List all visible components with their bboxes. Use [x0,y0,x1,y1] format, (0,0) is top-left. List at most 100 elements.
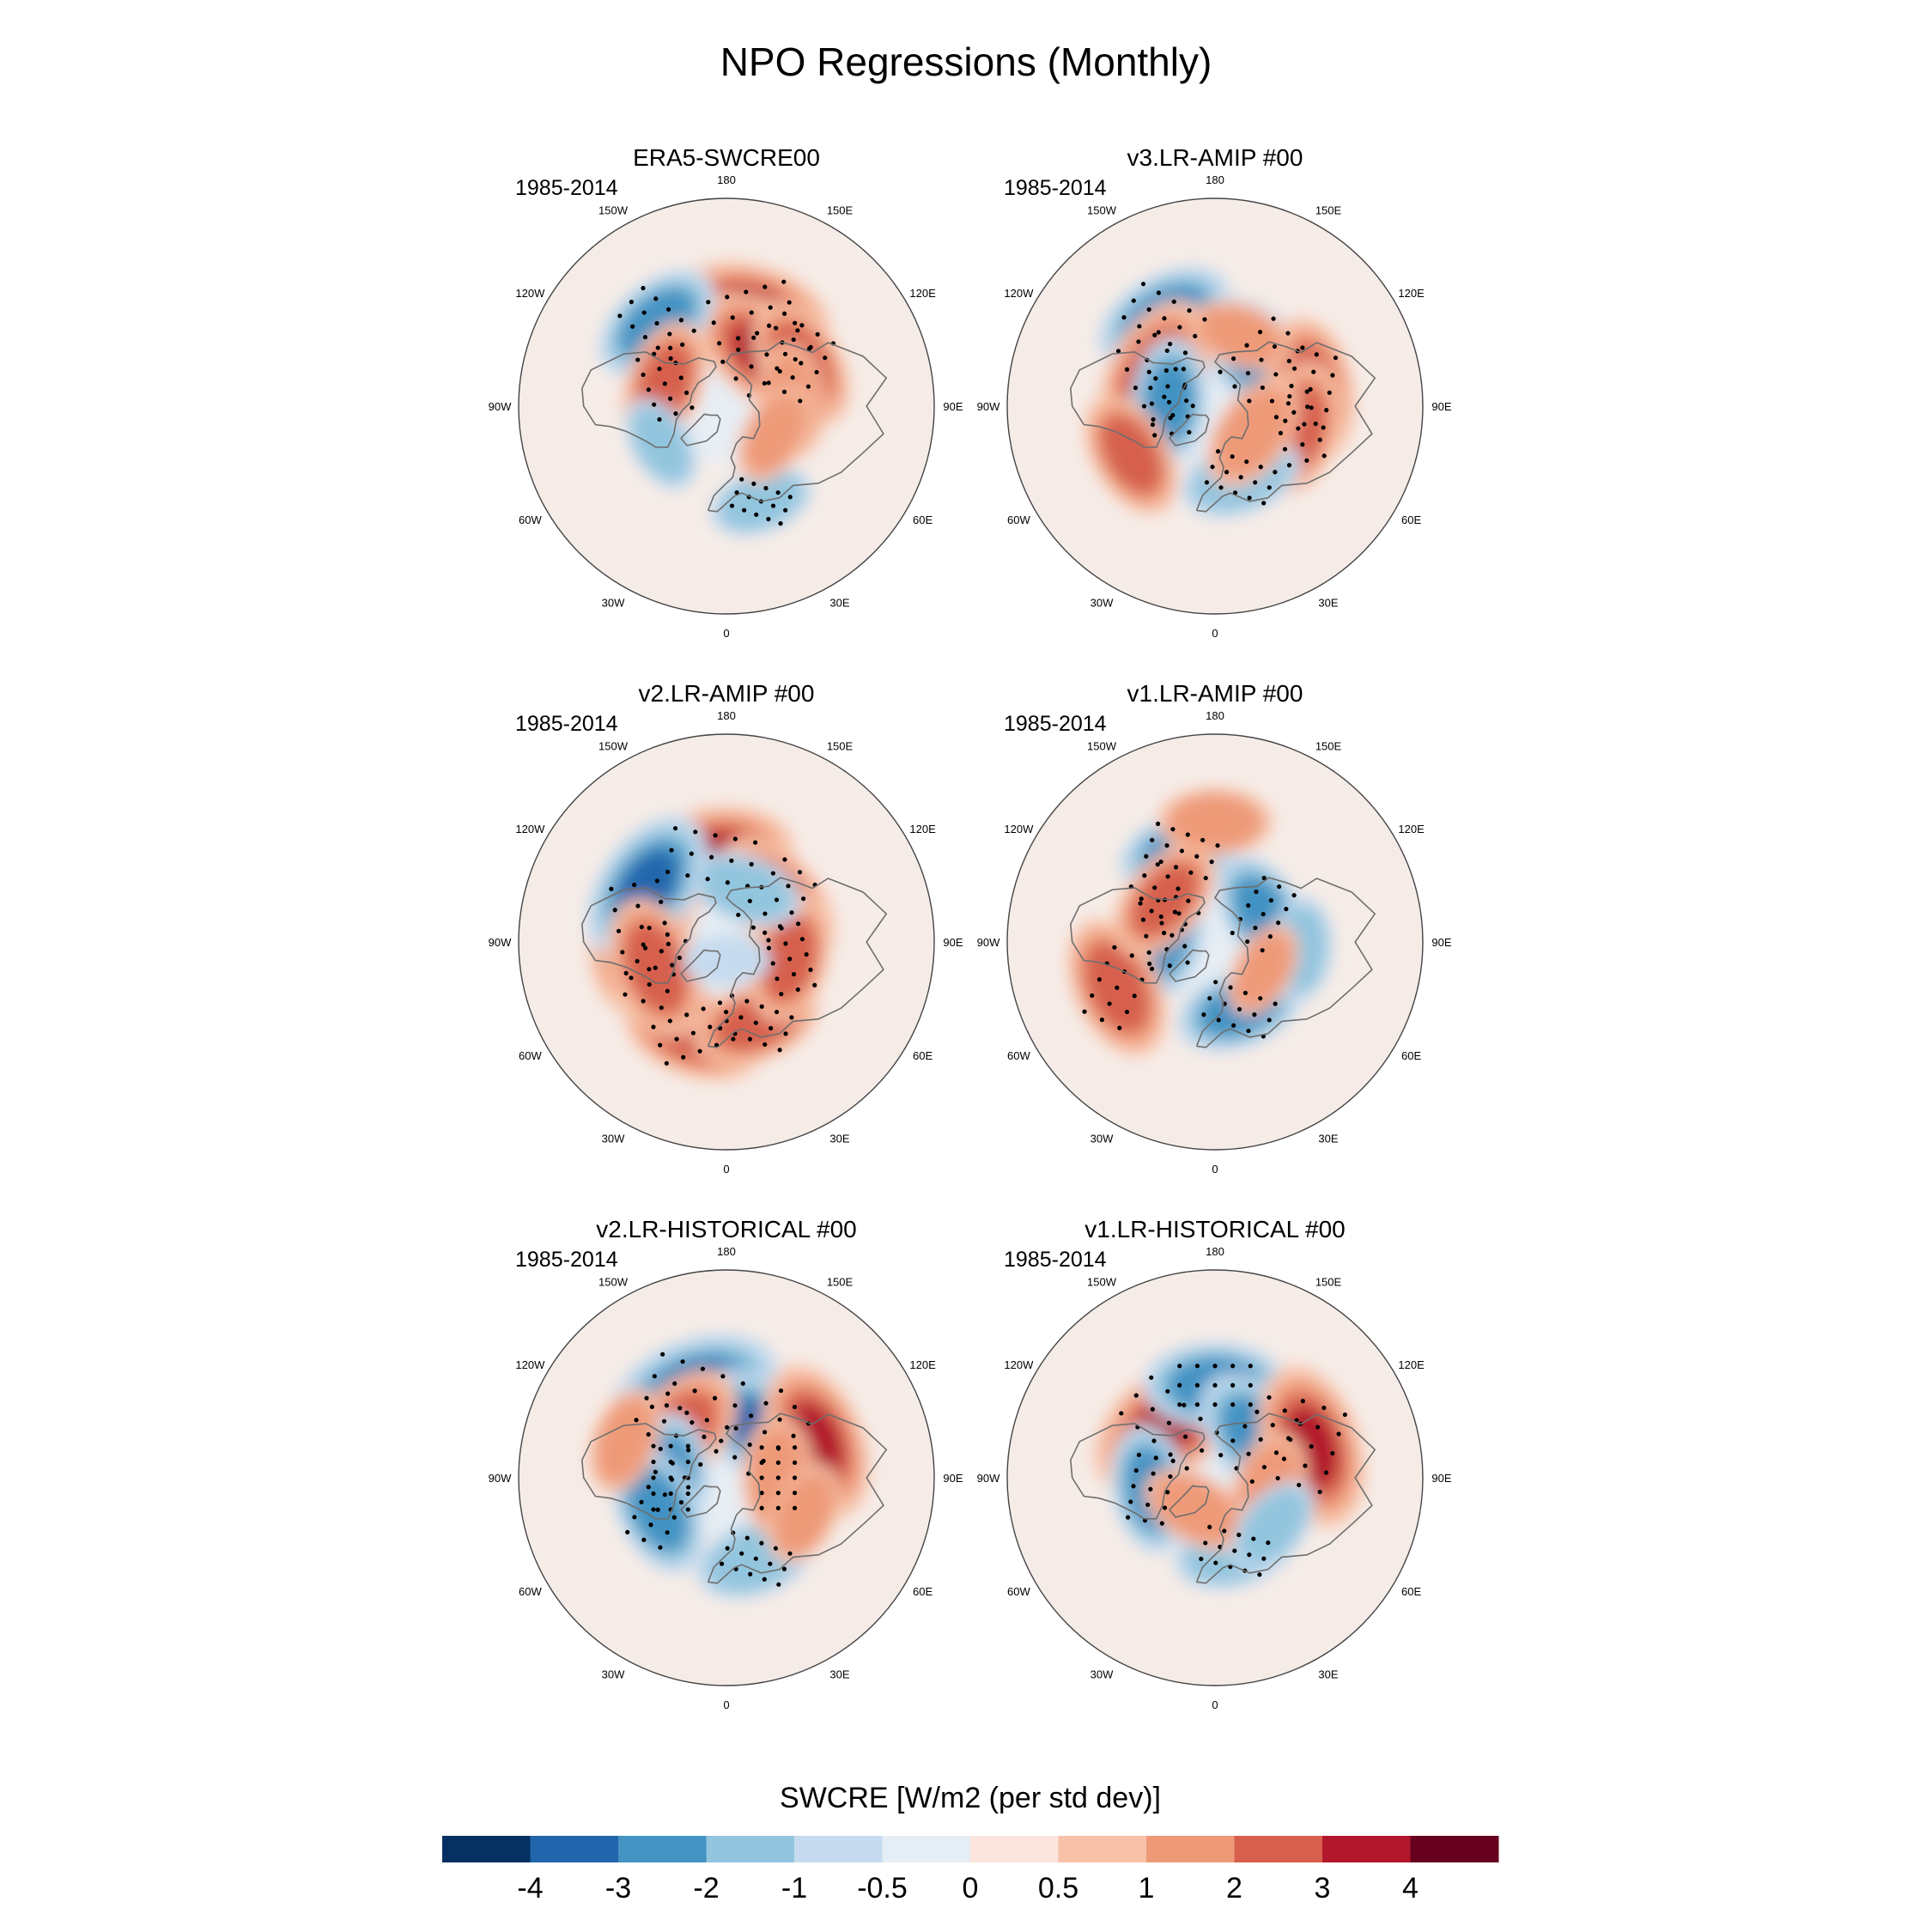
significance-dot [781,1566,787,1571]
anomaly-blob [1233,932,1293,1008]
significance-dot [736,347,741,352]
significance-dot [717,341,722,346]
significance-dot [738,1015,744,1020]
longitude-label: 0 [723,627,729,640]
significance-dot [1182,1434,1188,1439]
significance-dot [1186,898,1191,903]
significance-dot [1244,343,1249,348]
significance-dot [753,1556,758,1561]
significance-dot [777,1048,782,1053]
significance-dot [668,1443,673,1449]
significance-dot [1327,390,1332,395]
significance-dot [1155,821,1161,826]
significance-dot [690,1419,695,1425]
significance-dot [1259,357,1264,362]
significance-dot [665,307,671,312]
significance-dot [1257,330,1263,335]
significance-dot [1129,953,1134,958]
significance-dot [1267,485,1272,490]
significance-dot [647,967,652,972]
significance-dot [783,1031,788,1036]
coastline [1069,887,1206,984]
significance-dot [1184,1466,1189,1471]
significance-dot [720,359,726,364]
significance-dot [769,1025,774,1031]
panel-period: 1985-2014 [1004,176,1107,200]
significance-dot [1168,1452,1173,1457]
significance-dot [668,1459,673,1465]
significance-dot [1145,1502,1151,1508]
significance-dot [1215,843,1220,848]
significance-dot [733,376,738,381]
longitude-label: 90E [1431,400,1451,413]
significance-dot [781,311,787,316]
colorbar-tick-label: 0.5 [1038,1872,1078,1905]
significance-dot [1133,1467,1139,1473]
significance-dot [1173,865,1179,870]
significance-dot [1291,410,1297,415]
significance-dot [1213,980,1218,985]
significance-dot [1133,1393,1139,1398]
significance-dot [1162,1505,1168,1510]
significance-dot [1090,993,1095,999]
significance-dot [1177,1382,1182,1388]
colorbar-tick-label: 2 [1226,1872,1242,1905]
significance-dot [1254,889,1259,895]
significance-dot [1165,384,1170,389]
significance-dot [1177,1402,1182,1407]
significance-dot [797,870,803,875]
significance-dot [1203,1540,1208,1546]
significance-dot [1287,393,1292,399]
significance-dot [671,1515,677,1520]
longitude-label: 90E [943,936,963,949]
significance-dot [1167,963,1172,969]
significance-dot [1253,925,1258,931]
significance-dot [612,908,617,913]
significance-dot [1268,897,1273,903]
longitude-label: 120E [1398,1358,1425,1371]
significance-dot [684,1410,690,1415]
longitude-label: 120W [515,823,545,835]
significance-dot [814,369,819,375]
significance-dot [793,356,798,362]
significance-dot [1149,401,1155,406]
significance-dot [1136,1452,1142,1457]
panel-period: 1985-2014 [515,176,618,200]
significance-dot [777,1417,782,1422]
coastline [680,949,721,982]
significance-dot [762,1042,768,1048]
colorbar-tick-label: 1 [1139,1872,1155,1905]
significance-dot [1179,848,1185,854]
significance-dot [685,1507,690,1512]
significance-dot [1166,399,1172,404]
significance-dot [1218,1453,1224,1458]
significance-dot [1258,1437,1263,1442]
significance-dot [1199,1556,1204,1562]
significance-dot [795,987,800,993]
longitude-label: 120E [909,823,936,835]
significance-dot [782,351,788,356]
significance-dot [1230,1402,1236,1407]
significance-dot [1230,930,1235,936]
significance-dot [778,521,783,526]
significance-dot [673,411,678,416]
significance-dot [787,300,792,305]
significance-dot [641,372,646,378]
significance-dot [749,1413,754,1419]
significance-dot [1296,426,1301,431]
significance-dot [1171,299,1176,304]
significance-dot [1286,463,1292,468]
significance-dot [1284,907,1289,912]
significance-dot [685,1459,690,1465]
significance-dot [667,1018,672,1024]
longitude-label: 150E [827,739,854,752]
significance-dot [662,920,667,926]
significance-dot [1149,908,1154,914]
significance-dot [1278,430,1284,436]
significance-dot [1246,1028,1251,1034]
significance-dot [652,1374,657,1379]
significance-dot [635,903,641,908]
significance-dot [662,381,667,386]
significance-dot [776,1582,781,1587]
significance-dot [729,858,734,863]
